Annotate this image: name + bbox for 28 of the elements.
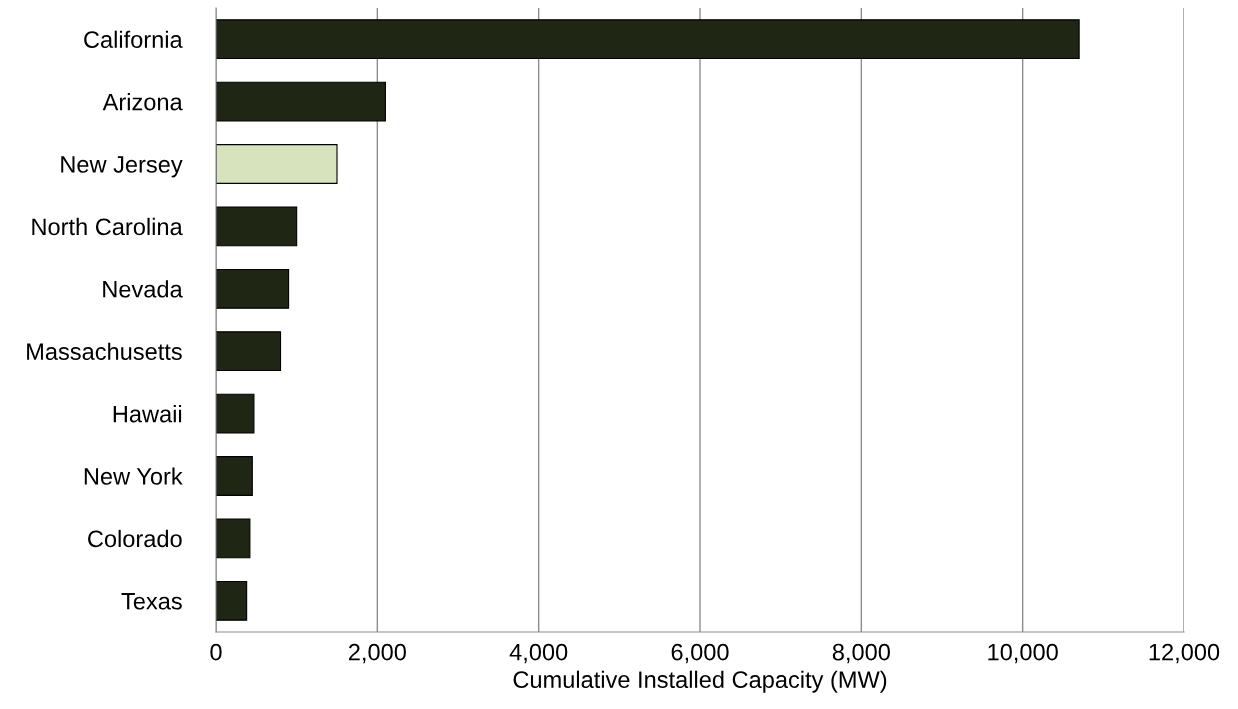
y-tick-label: Texas [121, 593, 182, 610]
y-tick-label: Hawaii [113, 405, 182, 423]
bar [216, 19, 1080, 60]
y-tick-label: Colorado [88, 529, 182, 548]
bar [216, 144, 338, 184]
y-tick-label: North Carolina [32, 217, 183, 236]
bar [216, 393, 255, 434]
y-tick-label: New York [84, 467, 183, 485]
bar [216, 331, 282, 372]
x-tick-label: 12,000 [1149, 643, 1220, 664]
y-tick-label: Massachusetts [27, 342, 182, 360]
x-tick-label: 10,000 [988, 643, 1058, 664]
bar [216, 81, 386, 122]
y-tick-label: California [84, 30, 183, 48]
bar [216, 580, 248, 621]
x-tick-label: 8,000 [832, 643, 890, 664]
bar [216, 206, 298, 247]
bar [216, 456, 253, 496]
bar [216, 518, 251, 559]
y-tick-label: Arizona [102, 93, 183, 111]
y-tick-label: New Jersey [61, 156, 183, 178]
x-tick-label: 0 [210, 643, 222, 661]
x-tick-label: 4,000 [509, 643, 568, 664]
y-tick-label: Nevada [103, 280, 183, 298]
bar [216, 268, 290, 309]
x-tick-label: 2,000 [348, 643, 406, 664]
x-tick-label: 6,000 [671, 643, 729, 664]
x-axis-title: Cumulative Installed Capacity (MW) [513, 670, 887, 693]
